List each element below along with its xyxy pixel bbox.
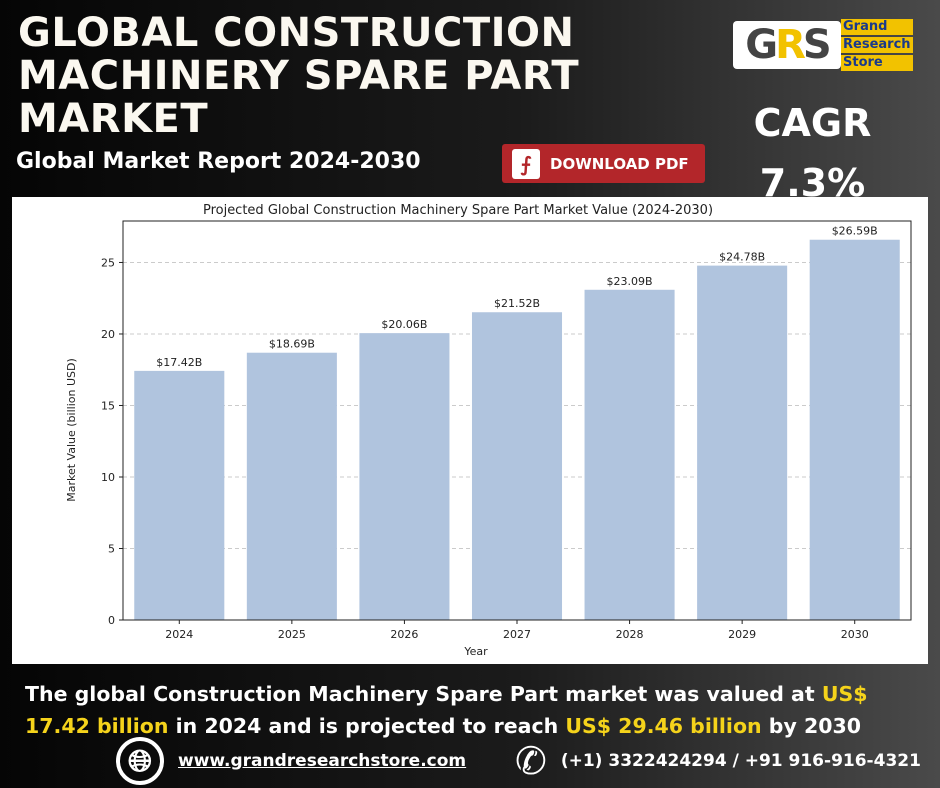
bar [471,312,563,620]
logo-text: Grand [841,19,913,35]
data-label: $23.09B [607,275,653,288]
cagr-badge: CAGR 7.3% [750,95,875,211]
phone-numbers: (+1) 3322424294 / +91 916-916-4321 [560,751,921,771]
y-tick-label: 20 [101,328,115,341]
x-tick-label: 2026 [390,628,418,641]
y-tick-label: 25 [101,256,115,269]
bar [134,370,225,620]
logo-text: Store [841,55,913,71]
phone-icon: ✆ [515,739,547,783]
data-label: $26.59B [832,225,878,238]
globe-icon: 🌐︎ [116,737,164,785]
cagr-label: CAGR [753,101,872,145]
chart-title: Projected Global Construction Machinery … [203,203,713,218]
bar [359,333,450,620]
x-tick-label: 2030 [841,628,869,641]
data-label: $24.78B [719,251,765,264]
summary-highlight-2030: US$ 29.46 billion [565,714,762,738]
logo-text: Research [841,37,913,53]
data-label: $17.42B [156,356,202,369]
y-tick-label: 0 [108,614,115,627]
y-tick-label: 5 [108,542,115,555]
download-pdf-label: DOWNLOAD PDF [550,154,689,173]
data-label: $20.06B [381,318,427,331]
market-summary: The global Construction Machinery Spare … [25,678,925,742]
summary-highlight-2024: US$ 17.42 billion [25,682,868,738]
page-title: GLOBAL CONSTRUCTION MACHINERY SPARE PART… [18,10,580,142]
bar [697,265,788,620]
y-axis-label: Market Value (billion USD) [65,358,78,502]
data-label: $21.52B [494,297,540,310]
chart-container: Projected Global Construction Machinery … [12,197,928,664]
bar [809,239,900,620]
summary-text: in 2024 and is projected to reach [168,714,566,738]
plot-frame [122,220,912,621]
x-tick-label: 2025 [278,628,306,641]
website-link[interactable]: www.grandresearchstore.com [178,751,467,771]
x-tick-label: 2027 [503,628,531,641]
report-subtitle: Global Market Report 2024-2030 [16,149,421,174]
summary-text: by 2030 [761,714,862,738]
download-pdf-button[interactable]: ⨍ DOWNLOAD PDF [502,144,705,183]
x-tick-label: 2024 [165,628,193,641]
x-tick-label: 2028 [616,628,644,641]
x-tick-label: 2029 [728,628,756,641]
data-label: $18.69B [269,338,315,351]
website-contact: 🌐︎ www.grandresearchstore.com [116,737,467,785]
bar [584,289,675,620]
summary-text: The global Construction Machinery Spare … [25,682,822,706]
bar-chart: Projected Global Construction Machinery … [65,203,912,658]
y-tick-label: 15 [101,399,115,412]
phone-contact: ✆ (+1) 3322424294 / +91 916-916-4321 [515,739,921,783]
y-tick-label: 10 [101,471,115,484]
x-axis-label: Year [463,645,488,658]
pdf-icon: ⨍ [512,148,540,179]
bar [246,352,337,620]
